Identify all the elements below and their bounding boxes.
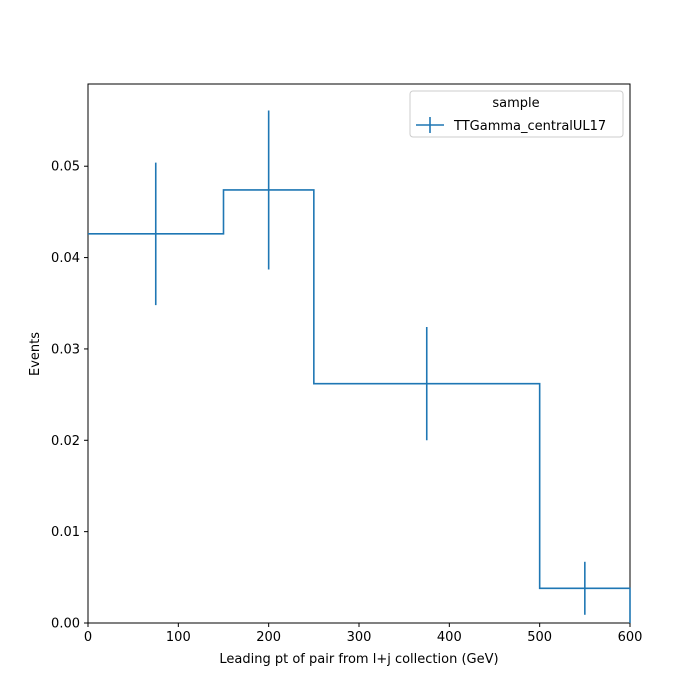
y-axis: 0.00 0.01 0.02 0.03 0.04 0.05 xyxy=(51,160,88,632)
x-tick-label-1: 100 xyxy=(166,630,191,645)
legend-box xyxy=(409,90,624,138)
x-tick-label-0: 0 xyxy=(84,630,92,645)
x-tick-label-6: 600 xyxy=(618,630,643,645)
x-tick-label-2: 200 xyxy=(256,630,281,645)
y-tick-label-0: 0.00 xyxy=(51,617,80,632)
x-axis: 0 100 200 300 400 500 600 xyxy=(84,623,643,645)
x-tick-label-5: 500 xyxy=(527,630,552,645)
plot-frame xyxy=(87,83,631,624)
histogram-series xyxy=(88,110,631,623)
y-axis-label: Events xyxy=(28,332,43,376)
x-tick-label-4: 400 xyxy=(437,630,462,645)
legend-title: sample xyxy=(492,96,539,111)
legend-marker xyxy=(416,117,444,133)
y-tick-label-3: 0.03 xyxy=(51,342,80,357)
series-step-line-0 xyxy=(88,189,631,623)
y-tick-label-5: 0.05 xyxy=(51,160,80,175)
y-tick-label-1: 0.01 xyxy=(51,525,80,540)
y-tick-label-4: 0.04 xyxy=(51,251,80,266)
x-tick-label-3: 300 xyxy=(347,630,372,645)
y-tick-label-2: 0.02 xyxy=(51,434,80,449)
plot-area xyxy=(87,83,631,624)
x-axis-label: Leading pt of pair from l+j collection (… xyxy=(219,652,498,667)
legend: sample TTGamma_centralUL17 xyxy=(409,90,624,138)
legend-entry-label: TTGamma_centralUL17 xyxy=(453,119,606,134)
